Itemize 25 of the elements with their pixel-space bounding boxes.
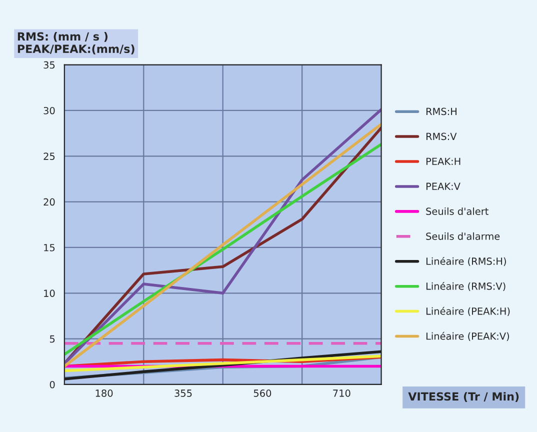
y-tick-label: 10 xyxy=(44,290,55,297)
y-tick-label: 25 xyxy=(44,152,55,160)
y-tick-label: 30 xyxy=(44,106,55,114)
legend-label: Linéaire (RMS:V) xyxy=(426,282,506,292)
legend-label: Seuils d'alert xyxy=(426,207,488,215)
legend-label: Seuils d'alarme xyxy=(426,232,500,240)
y-tick-label: 0 xyxy=(50,380,55,388)
x-tick-label: 355 xyxy=(174,390,192,397)
x-tick-label: 560 xyxy=(254,390,272,397)
y-tick-label: 15 xyxy=(44,244,55,252)
legend-label: Linéaire (RMS:H) xyxy=(426,256,506,266)
legend-label: Linéaire (PEAK:H) xyxy=(426,306,510,316)
line-series xyxy=(64,354,382,372)
legend-label: Linéaire (PEAK:V) xyxy=(426,332,509,341)
y-axis-title: RMS: (mm / s ) PEAK/PEAK:(mm/s) xyxy=(18,32,134,54)
legend-label: PEAK:H xyxy=(426,158,460,165)
x-axis-title: VITESSE (Tr / Min) xyxy=(408,392,519,402)
legend-label: RMS:V xyxy=(426,132,457,140)
x-tick-label: 180 xyxy=(96,390,113,397)
x-tick-label: 710 xyxy=(333,390,350,397)
y-tick-label: 35 xyxy=(44,61,55,69)
legend-label: RMS:H xyxy=(426,108,456,116)
y-tick-label: 5 xyxy=(50,335,55,343)
y-tick-label: 20 xyxy=(44,198,55,206)
legend-label: PEAK:V xyxy=(426,182,460,190)
